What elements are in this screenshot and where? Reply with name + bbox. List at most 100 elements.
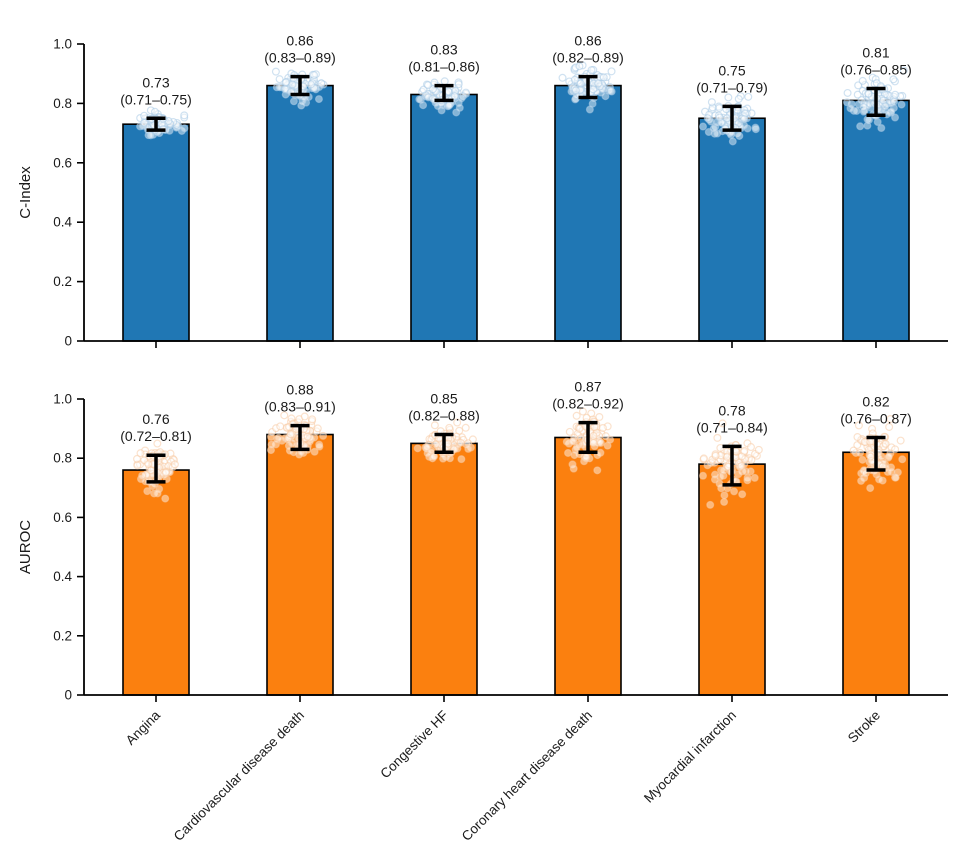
error-bar-coronary-heart-disease-death bbox=[578, 74, 598, 100]
scatter-point bbox=[858, 455, 867, 464]
scatter-point bbox=[267, 432, 276, 441]
scatter-point bbox=[596, 438, 605, 447]
scatter-point bbox=[740, 115, 749, 124]
x-tick-label-myocardial-infarction: Myocardial infarction bbox=[641, 708, 739, 806]
scatter-point bbox=[710, 470, 719, 479]
scatter-point bbox=[863, 121, 872, 130]
error-bar-cardiovascular-disease-death bbox=[290, 74, 310, 97]
scatter-point bbox=[891, 113, 900, 122]
y-tick-label: 0 bbox=[64, 688, 72, 703]
scatter-point bbox=[572, 443, 581, 452]
scatter-point bbox=[601, 92, 610, 101]
scatter-point bbox=[429, 85, 438, 94]
scatter-point bbox=[461, 423, 470, 432]
error-bar-myocardial-infarction bbox=[722, 104, 742, 132]
bar-coronary-heart-disease-death bbox=[554, 436, 622, 696]
scatter-point bbox=[746, 443, 755, 452]
scatter-point bbox=[728, 137, 737, 146]
scatter-point bbox=[571, 86, 580, 95]
scatter-point bbox=[698, 122, 707, 131]
scatter-point bbox=[858, 76, 867, 85]
error-bar-myocardial-infarction bbox=[722, 444, 742, 487]
bar-stroke bbox=[842, 451, 910, 696]
x-tick-label-angina: Angina bbox=[123, 707, 164, 748]
y-tick-label: 0.4 bbox=[53, 569, 72, 584]
y-tick-label: 0.2 bbox=[53, 274, 72, 289]
ci-label-cardiovascular-disease-death: (0.83–0.91) bbox=[264, 399, 336, 415]
value-label-angina: 0.76 bbox=[142, 411, 169, 427]
scatter-point bbox=[709, 124, 718, 133]
panel-auroc: AUROC 0 0.2 0.4 0.6 0.8 1.0 0.76(0.72–0.81) Angi… bbox=[17, 379, 948, 844]
scatter-point bbox=[180, 111, 189, 120]
ci-label-coronary-heart-disease-death: (0.82–0.89) bbox=[552, 50, 624, 66]
panel-c-index: C-Index 0 0.2 0.4 0.6 0.8 1.0 0.73(0.71–0.75) 0.… bbox=[17, 33, 948, 349]
scatter-point bbox=[571, 95, 580, 104]
scatter-point bbox=[444, 87, 453, 96]
y-tick-label: 0.6 bbox=[53, 510, 72, 525]
scatter-point bbox=[143, 487, 152, 496]
scatter-point bbox=[720, 491, 729, 500]
scatter-point bbox=[740, 446, 749, 455]
scatter-point bbox=[564, 448, 573, 457]
scatter-point bbox=[444, 101, 453, 110]
bar-coronary-heart-disease-death bbox=[554, 84, 622, 342]
scatter-point bbox=[286, 430, 295, 439]
y-tick-label: 1.0 bbox=[53, 37, 72, 52]
scatter-point bbox=[317, 79, 326, 88]
error-bar-stroke bbox=[866, 435, 886, 472]
scatter-point bbox=[589, 438, 598, 447]
y-axis-title-auroc: AUROC bbox=[17, 520, 34, 574]
scatter-point bbox=[576, 434, 585, 443]
scatter-point bbox=[569, 464, 578, 473]
scatter-point bbox=[423, 81, 432, 90]
scatter-point bbox=[601, 432, 610, 441]
scatter-point bbox=[457, 455, 466, 464]
scatter-point bbox=[568, 437, 577, 446]
scatter-point bbox=[570, 75, 579, 84]
ci-label-myocardial-infarction: (0.71–0.84) bbox=[696, 419, 768, 435]
value-label-congestive-hf: 0.85 bbox=[430, 391, 457, 407]
scatter-point bbox=[891, 445, 900, 454]
error-bar-angina bbox=[146, 453, 166, 484]
scatter-point bbox=[881, 102, 890, 111]
scatter-point bbox=[853, 433, 862, 442]
scatter-point bbox=[138, 471, 147, 480]
scatter-point bbox=[456, 438, 465, 447]
scatter-point bbox=[439, 454, 448, 463]
scatter-point bbox=[846, 104, 855, 113]
scatter-point bbox=[140, 118, 149, 127]
scatter-point bbox=[743, 476, 752, 485]
scatter-point bbox=[703, 114, 712, 123]
scatter-point bbox=[747, 456, 756, 465]
scatter-point bbox=[886, 415, 895, 424]
bar-angina bbox=[122, 123, 190, 342]
scatter-point bbox=[170, 460, 179, 469]
scatter-point bbox=[267, 440, 276, 449]
scatter-point bbox=[706, 500, 715, 509]
scatter-point bbox=[842, 98, 851, 107]
ci-label-angina: (0.72–0.81) bbox=[120, 428, 192, 444]
scatter-point bbox=[310, 447, 319, 456]
scatter-point bbox=[734, 94, 743, 103]
scatter-point bbox=[590, 423, 599, 432]
scatter-point bbox=[454, 80, 463, 89]
scatter-point bbox=[746, 467, 755, 476]
scatter-stroke bbox=[842, 66, 908, 132]
ci-label-congestive-hf: (0.82–0.88) bbox=[408, 408, 480, 424]
scatter-point bbox=[589, 431, 598, 440]
scatter-point bbox=[856, 122, 865, 131]
scatter-point bbox=[857, 476, 866, 485]
error-bar-angina bbox=[146, 116, 166, 132]
y-tick-label: 1.0 bbox=[53, 392, 72, 407]
scatter-point bbox=[744, 92, 753, 101]
scatter-point bbox=[593, 466, 602, 475]
y-tick-label: 0.6 bbox=[53, 155, 72, 170]
scatter-point bbox=[582, 413, 591, 422]
value-label-stroke: 0.82 bbox=[862, 393, 889, 409]
value-label-stroke: 0.81 bbox=[862, 45, 889, 61]
scatter-point bbox=[853, 441, 862, 450]
x-tick-label-stroke: Stroke bbox=[845, 708, 883, 746]
scatter-point bbox=[899, 66, 908, 75]
scatter-point bbox=[715, 113, 724, 122]
